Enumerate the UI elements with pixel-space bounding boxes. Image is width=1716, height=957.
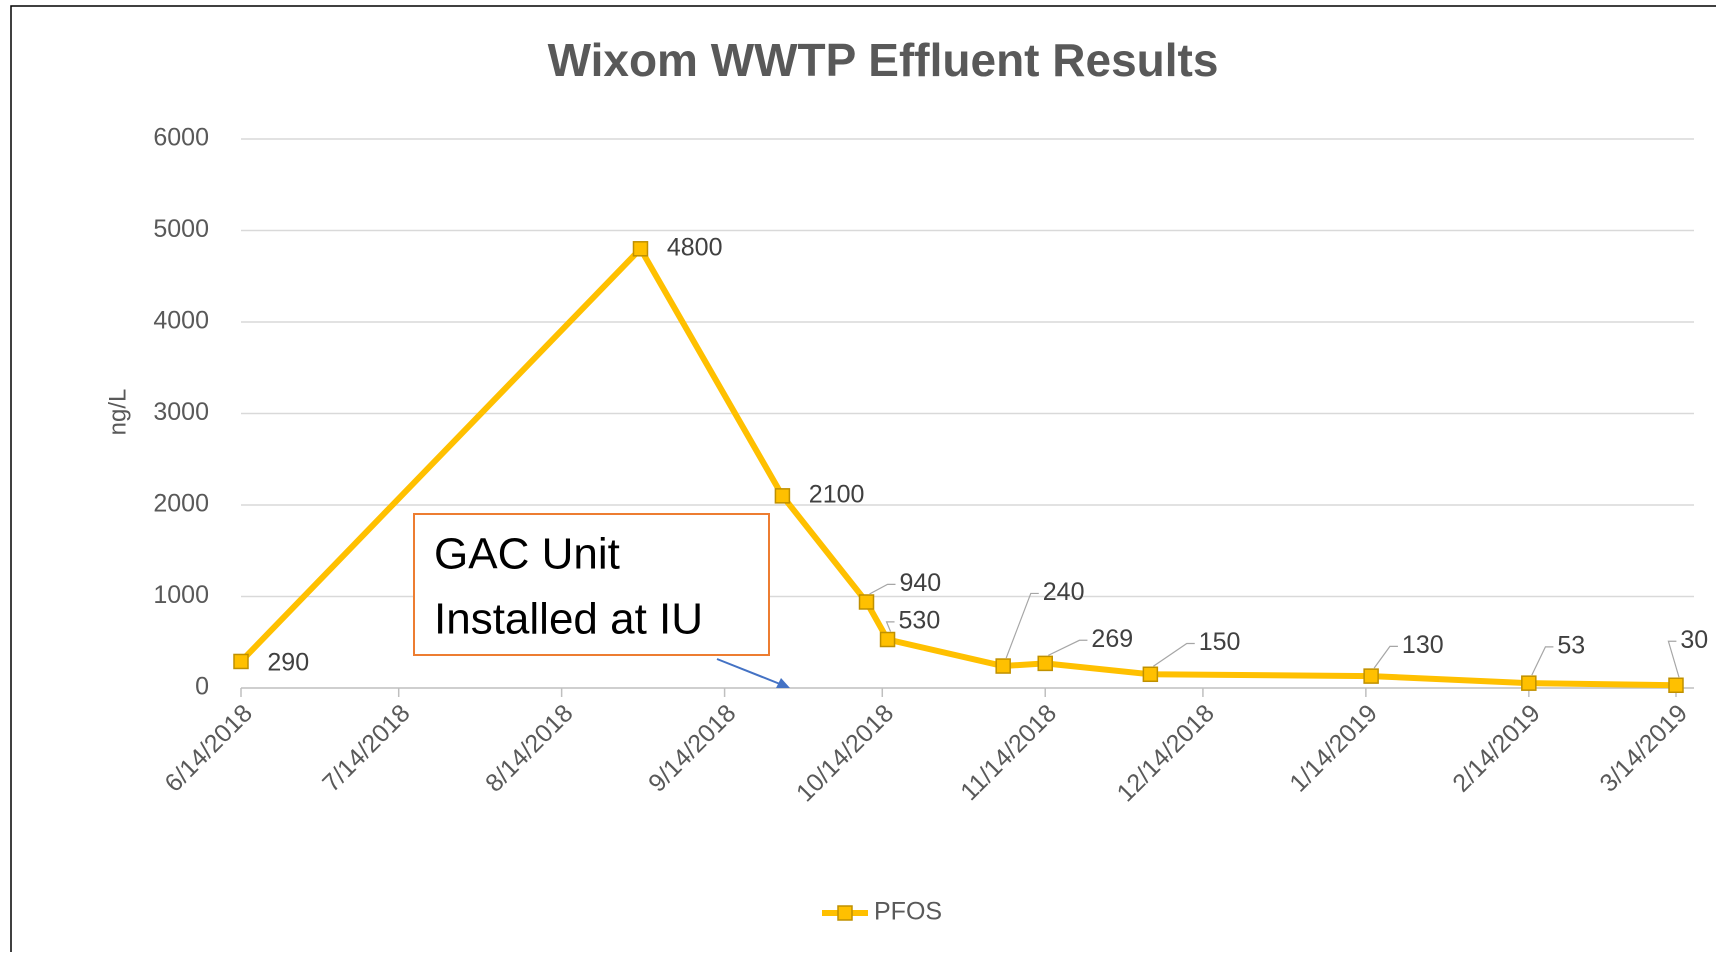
- y-tick-label: 1000: [153, 581, 209, 609]
- y-tick-label: 0: [195, 673, 209, 701]
- data-point: [1142, 666, 1159, 683]
- data-label: 290: [267, 648, 309, 676]
- data-point: [233, 653, 249, 670]
- label-leader: [869, 583, 896, 595]
- chart-frame: [10, 5, 1716, 957]
- annotation-arrow: [716, 658, 781, 685]
- data-point: [632, 241, 649, 257]
- data-label: 150: [1199, 628, 1241, 656]
- annotation-arrowhead: [776, 678, 790, 688]
- y-tick-label: 3000: [153, 398, 209, 426]
- annotation-box: [413, 513, 770, 656]
- data-point: [774, 488, 791, 504]
- y-tick-label: 5000: [153, 215, 209, 243]
- y-tick-label: 4000: [153, 307, 209, 335]
- data-label: 30: [1680, 626, 1708, 654]
- data-point: [1521, 675, 1537, 691]
- y-tick-label: 2000: [153, 490, 209, 518]
- legend-marker: [837, 905, 853, 921]
- data-point: [879, 631, 896, 648]
- annotation-line: GAC Unit: [434, 530, 620, 579]
- annotation: GAC Unit Installed at IU: [413, 513, 790, 688]
- data-point: [995, 658, 1011, 674]
- legend: PFOS: [822, 898, 942, 926]
- data-point: [1363, 668, 1379, 684]
- label-leader: [1153, 642, 1195, 667]
- label-leader: [885, 621, 895, 632]
- label-leader: [1667, 640, 1680, 678]
- legend-label: PFOS: [874, 898, 942, 926]
- data-point: [858, 594, 875, 610]
- data-label: 269: [1091, 625, 1133, 653]
- data-label: 53: [1557, 631, 1585, 659]
- label-leader: [1531, 646, 1554, 676]
- data-point: [1037, 655, 1053, 672]
- label-leader: [1005, 592, 1039, 659]
- label-leader: [1047, 639, 1088, 656]
- data-label: 940: [900, 569, 942, 597]
- annotation-line: Installed at IU: [434, 595, 703, 644]
- chart-title: Wixom WWTP Effluent Results: [548, 34, 1219, 86]
- data-label: 530: [899, 607, 941, 635]
- label-leader: [1373, 645, 1398, 669]
- data-label: 240: [1043, 578, 1085, 606]
- y-axis-label: ng/L: [104, 389, 131, 436]
- data-label: 130: [1402, 631, 1444, 659]
- data-label: 4800: [667, 233, 723, 261]
- data-label: 2100: [809, 480, 865, 508]
- data-point: [1668, 677, 1684, 694]
- y-tick-label: 6000: [153, 124, 209, 152]
